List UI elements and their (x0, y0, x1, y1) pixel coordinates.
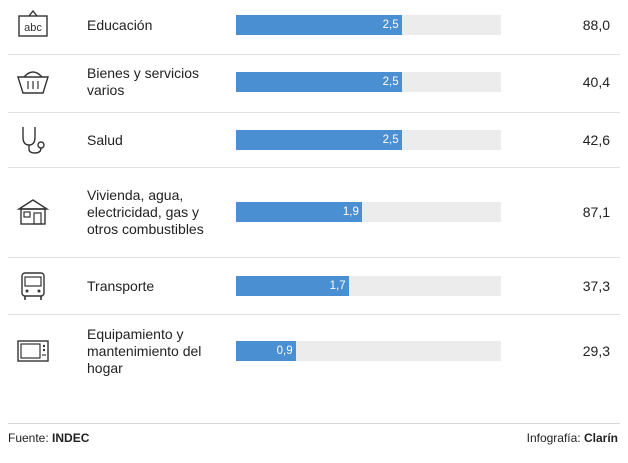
bar-value-label: 1,9 (342, 206, 359, 218)
bar-value-label: 2,5 (382, 76, 399, 88)
bar-track: 2,5 (236, 130, 501, 150)
abc-board-icon: abc (16, 10, 50, 40)
bar-row: Salud 2,5 42,6 (8, 113, 620, 168)
category-label: Equipamiento y mantenimiento del hogar (87, 325, 202, 376)
bar-row: Transporte 1,7 37,3 (8, 258, 620, 315)
bar: 2,5 (236, 72, 402, 92)
svg-text:abc: abc (24, 22, 42, 34)
category-label: Salud (87, 131, 123, 148)
bar-track: 1,7 (236, 276, 501, 296)
bar-track: 2,5 (236, 15, 501, 35)
bar-track: 2,5 (236, 72, 501, 92)
credit-prefix: Infografía: (526, 431, 584, 445)
bar-row: abc Educación 2,5 88,0 (8, 0, 620, 55)
source-name: INDEC (52, 431, 90, 445)
right-value: 42,6 (582, 132, 610, 148)
microwave-icon (16, 336, 50, 366)
bar-row: Vivienda, agua, electricidad, gas y otro… (8, 168, 620, 258)
category-label: Educación (87, 16, 153, 33)
bar: 2,5 (236, 15, 402, 35)
footer-divider (8, 423, 620, 424)
right-value: 40,4 (582, 74, 610, 90)
source-prefix: Fuente: (8, 431, 53, 445)
credit-note: Infografía: Clarín (527, 431, 618, 445)
right-value: 87,1 (582, 204, 610, 220)
right-value: 37,3 (582, 278, 610, 294)
bar-track: 1,9 (236, 202, 501, 222)
category-label: Bienes y servicios varios (87, 65, 200, 98)
basket-icon (16, 67, 50, 97)
bar: 2,5 (236, 130, 402, 150)
bar: 0,9 (236, 341, 296, 361)
bar-value-label: 2,5 (382, 134, 399, 146)
category-label: Vivienda, agua, electricidad, gas y otro… (87, 186, 204, 237)
bus-icon (16, 271, 50, 301)
bar-row: Equipamiento y mantenimiento del hogar 0,… (8, 315, 620, 415)
credit-name: Clarín (583, 431, 618, 445)
stethoscope-icon (16, 125, 50, 155)
bar: 1,7 (236, 276, 349, 296)
category-label: Transporte (87, 277, 155, 294)
house-icon (16, 197, 50, 227)
source-note: Fuente: INDEC (8, 431, 89, 445)
bar-value-label: 2,5 (382, 19, 399, 31)
bar-row: Bienes y servicios varios 2,5 40,4 (8, 55, 620, 113)
bar-value-label: 1,7 (329, 280, 346, 292)
bar-value-label: 0,9 (276, 345, 293, 357)
bar-track: 0,9 (236, 341, 501, 361)
right-value: 29,3 (582, 343, 610, 359)
right-value: 88,0 (582, 17, 610, 33)
bar: 1,9 (236, 202, 362, 222)
